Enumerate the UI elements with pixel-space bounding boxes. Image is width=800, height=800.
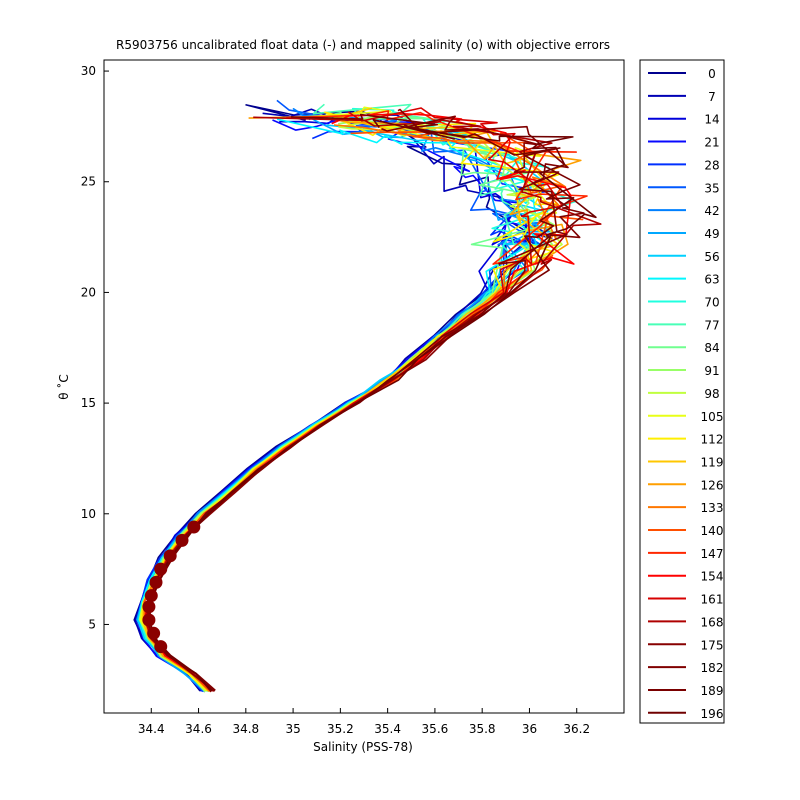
x-tick-label: 34.8 <box>232 722 259 736</box>
legend-label: 161 <box>701 593 724 607</box>
legend-label: 168 <box>701 615 724 629</box>
x-tick-label: 34.6 <box>185 722 212 736</box>
legend-label: 0 <box>708 67 716 81</box>
x-tick-label: 35.8 <box>469 722 496 736</box>
series-line <box>140 103 530 693</box>
series-line <box>135 117 518 692</box>
series-line <box>146 110 588 692</box>
legend-label: 35 <box>704 181 719 195</box>
legend-label: 14 <box>704 113 719 127</box>
mapped-salinity-point <box>142 613 156 627</box>
y-tick-label: 15 <box>81 396 96 410</box>
legend-label: 21 <box>704 136 719 150</box>
legend-label: 56 <box>704 250 719 264</box>
x-tick-label: 36 <box>522 722 537 736</box>
x-tick-label: 35 <box>285 722 300 736</box>
legend-box <box>639 59 725 724</box>
x-axis: 34.4 34.6 34.8 35 35.2 35.4 35.6 35.8 36 36.2 <box>138 708 590 736</box>
plot-area <box>133 99 602 693</box>
y-tick-label: 20 <box>81 285 96 299</box>
legend-label: 28 <box>704 158 719 172</box>
legend-label: 175 <box>701 638 724 652</box>
legend-label: 112 <box>701 433 724 447</box>
x-axis-label: Salinity (PSS-78) <box>313 740 413 754</box>
mapped-salinity-point <box>144 589 158 603</box>
y-tick-label: 30 <box>81 64 96 78</box>
mapped-salinity-point <box>154 562 168 576</box>
y-tick-label: 5 <box>88 617 96 631</box>
x-tick-label: 35.4 <box>374 722 401 736</box>
y-tick-label: 10 <box>81 507 96 521</box>
plot-frame <box>103 59 625 714</box>
legend-label: 77 <box>704 318 719 332</box>
series-line <box>143 124 567 692</box>
mapped-salinity-point <box>187 520 201 534</box>
mapped-salinity-point <box>175 533 189 547</box>
legend-label: 126 <box>701 478 724 492</box>
mapped-salinity-point <box>163 549 177 563</box>
series-line <box>149 118 597 692</box>
legend-label: 105 <box>701 410 724 424</box>
legend-label: 182 <box>701 661 724 675</box>
legend-label: 133 <box>701 501 724 515</box>
legend: 0 7 14 21 28 35 42 49 56 63 70 77 84 91 98 105 112 119 126… <box>639 59 725 724</box>
mapped-salinity-point <box>142 600 156 614</box>
legend-label: 70 <box>704 296 719 310</box>
series-line <box>144 116 602 691</box>
legend-label: 84 <box>704 341 719 355</box>
series-line <box>133 104 528 692</box>
mapped-salinity-point <box>154 640 168 654</box>
legend-label: 98 <box>704 387 719 401</box>
legend-label: 7 <box>708 90 716 104</box>
legend-label: 42 <box>704 204 719 218</box>
legend-label: 196 <box>701 707 724 721</box>
y-tick-label: 25 <box>81 175 96 189</box>
legend-label: 63 <box>704 273 719 287</box>
x-tick-label: 34.4 <box>138 722 165 736</box>
legend-label: 49 <box>704 227 719 241</box>
legend-label: 91 <box>704 364 719 378</box>
legend-label: 189 <box>701 684 724 698</box>
x-tick-label: 35.2 <box>327 722 354 736</box>
x-tick-label: 35.6 <box>422 722 449 736</box>
legend-label: 140 <box>701 524 724 538</box>
mapped-salinity-point <box>147 626 161 640</box>
legend-label: 147 <box>701 547 724 561</box>
x-tick-label: 36.2 <box>563 722 590 736</box>
legend-label: 119 <box>701 455 724 469</box>
y-axis-label: θ ˚C <box>56 374 71 400</box>
chart-title: R5903756 uncalibrated float data (-) and… <box>116 38 610 52</box>
y-axis: 5 10 15 20 25 30 <box>81 64 109 631</box>
legend-label: 154 <box>701 570 724 584</box>
mapped-salinity-point <box>149 575 163 589</box>
